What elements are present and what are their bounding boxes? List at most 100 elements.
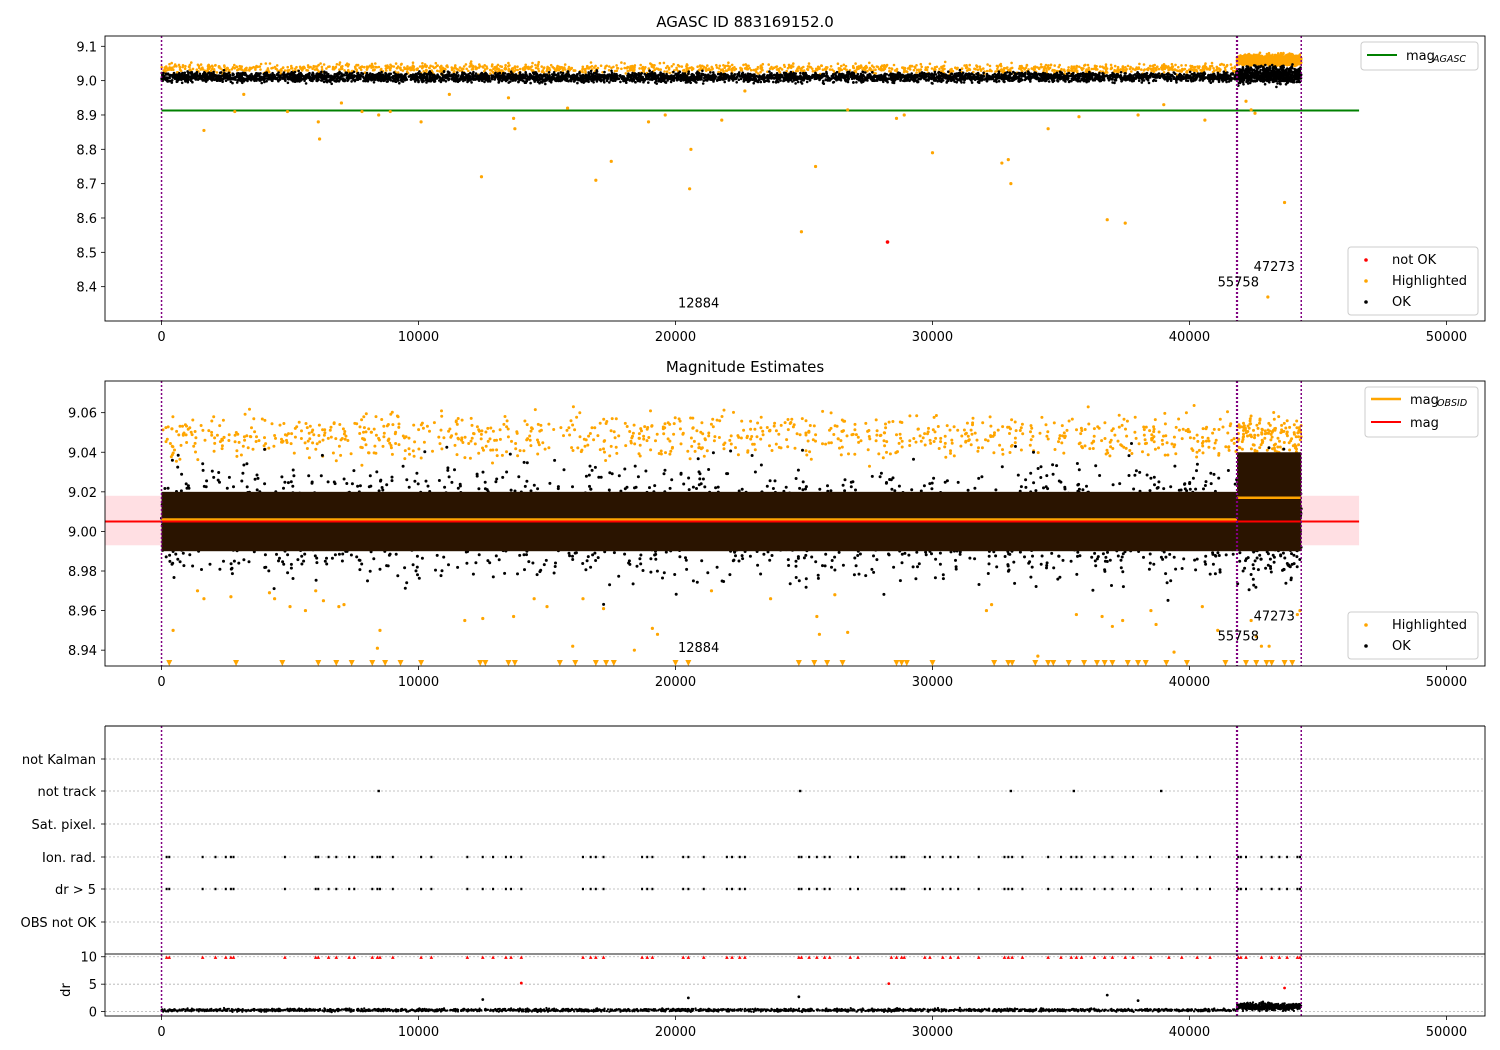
highlighted-point bbox=[405, 67, 408, 70]
highlighted-point bbox=[995, 64, 999, 68]
highlighted-point bbox=[1134, 67, 1137, 71]
highlighted-point bbox=[374, 62, 377, 65]
ok-point bbox=[356, 72, 359, 75]
highlighted-point bbox=[371, 65, 375, 69]
highlighted-point bbox=[1212, 67, 1215, 70]
highlighted-point bbox=[778, 71, 782, 74]
highlighted-point bbox=[815, 68, 819, 72]
highlighted-point bbox=[547, 66, 550, 70]
highlighted-point bbox=[1156, 65, 1159, 68]
highlighted-point bbox=[259, 68, 262, 71]
highlighted-point bbox=[1163, 65, 1167, 69]
highlighted-point bbox=[238, 64, 242, 68]
highlighted-point bbox=[1294, 56, 1298, 59]
highlighted-point bbox=[1262, 59, 1265, 62]
highlighted-point bbox=[852, 66, 855, 69]
highlighted-point bbox=[668, 71, 671, 75]
highlighted-point bbox=[615, 69, 619, 73]
ok-point bbox=[561, 71, 565, 75]
highlighted-point bbox=[747, 64, 750, 68]
highlighted-point bbox=[281, 66, 285, 69]
highlighted-point bbox=[412, 65, 416, 68]
highlighted-point bbox=[341, 65, 344, 68]
highlighted-point bbox=[828, 68, 832, 71]
highlighted-point bbox=[225, 69, 228, 72]
highlighted-point bbox=[676, 63, 680, 67]
highlighted-point bbox=[1140, 68, 1143, 71]
highlighted-point bbox=[988, 64, 992, 68]
highlighted-point bbox=[356, 63, 360, 67]
highlighted-point bbox=[1277, 56, 1280, 60]
highlighted-point bbox=[985, 69, 989, 73]
highlighted-point bbox=[549, 63, 553, 67]
highlighted-point bbox=[513, 69, 516, 73]
highlighted-point bbox=[608, 65, 611, 68]
highlighted-point bbox=[723, 66, 726, 69]
highlighted-point bbox=[1246, 57, 1250, 61]
highlighted-point bbox=[701, 64, 704, 68]
highlighted-point bbox=[912, 68, 916, 72]
highlighted-point bbox=[399, 66, 402, 69]
highlighted-point bbox=[1104, 68, 1108, 71]
highlighted-point bbox=[163, 67, 167, 71]
highlighted-point bbox=[811, 67, 814, 71]
highlighted-point bbox=[1204, 62, 1207, 65]
highlighted-point bbox=[908, 66, 911, 69]
highlighted-point bbox=[704, 68, 708, 72]
highlighted-point bbox=[388, 68, 392, 72]
highlighted-point bbox=[507, 65, 510, 68]
ok-point bbox=[440, 72, 443, 76]
highlighted-point bbox=[1288, 60, 1292, 63]
highlighted-point bbox=[1109, 63, 1113, 67]
highlighted-point bbox=[1046, 65, 1050, 69]
highlighted-point bbox=[464, 63, 468, 66]
highlighted-point bbox=[829, 65, 833, 68]
highlighted-point bbox=[1124, 66, 1127, 69]
highlighted-point bbox=[589, 61, 593, 64]
highlighted-point bbox=[1275, 61, 1279, 64]
highlighted-point bbox=[168, 62, 171, 66]
highlighted-point bbox=[892, 63, 896, 67]
highlighted-point bbox=[935, 65, 939, 69]
highlighted-point bbox=[881, 68, 884, 72]
highlighted-point bbox=[1002, 66, 1006, 70]
highlighted-point bbox=[954, 66, 957, 69]
highlighted-point bbox=[581, 67, 584, 70]
highlighted-point bbox=[876, 65, 880, 69]
highlighted-point bbox=[719, 68, 723, 72]
highlighted-point bbox=[1101, 65, 1104, 69]
highlighted-point bbox=[918, 70, 921, 74]
highlighted-point bbox=[465, 67, 469, 71]
ok-point bbox=[589, 69, 593, 73]
highlighted-point bbox=[245, 66, 248, 70]
ok-point bbox=[603, 70, 606, 74]
highlighted-point bbox=[199, 68, 203, 71]
highlighted-point bbox=[816, 65, 820, 69]
highlighted-point bbox=[558, 65, 561, 69]
highlighted-point bbox=[557, 67, 561, 71]
highlighted-point bbox=[730, 69, 733, 72]
highlighted-point bbox=[1142, 63, 1146, 66]
highlighted-point bbox=[1131, 67, 1134, 70]
highlighted-point bbox=[1265, 59, 1269, 63]
highlighted-point bbox=[1044, 67, 1048, 70]
highlighted-point bbox=[474, 67, 478, 71]
highlighted-point bbox=[820, 64, 823, 67]
highlighted-point bbox=[164, 70, 167, 73]
ok-point bbox=[608, 81, 611, 84]
highlighted-point bbox=[1251, 55, 1255, 59]
highlighted-point bbox=[513, 66, 517, 69]
highlighted-point bbox=[666, 64, 669, 68]
highlighted-point bbox=[1240, 63, 1244, 66]
highlighted-point bbox=[201, 66, 204, 69]
highlighted-point bbox=[392, 65, 396, 68]
highlighted-point bbox=[1150, 69, 1153, 73]
highlighted-point bbox=[1247, 52, 1251, 56]
highlighted-point bbox=[1024, 66, 1028, 69]
highlighted-point bbox=[718, 64, 722, 68]
highlighted-point bbox=[197, 64, 201, 68]
highlighted-point bbox=[1040, 65, 1044, 69]
highlighted-point bbox=[412, 68, 416, 72]
highlighted-point bbox=[667, 66, 671, 70]
highlighted-point bbox=[195, 68, 199, 71]
